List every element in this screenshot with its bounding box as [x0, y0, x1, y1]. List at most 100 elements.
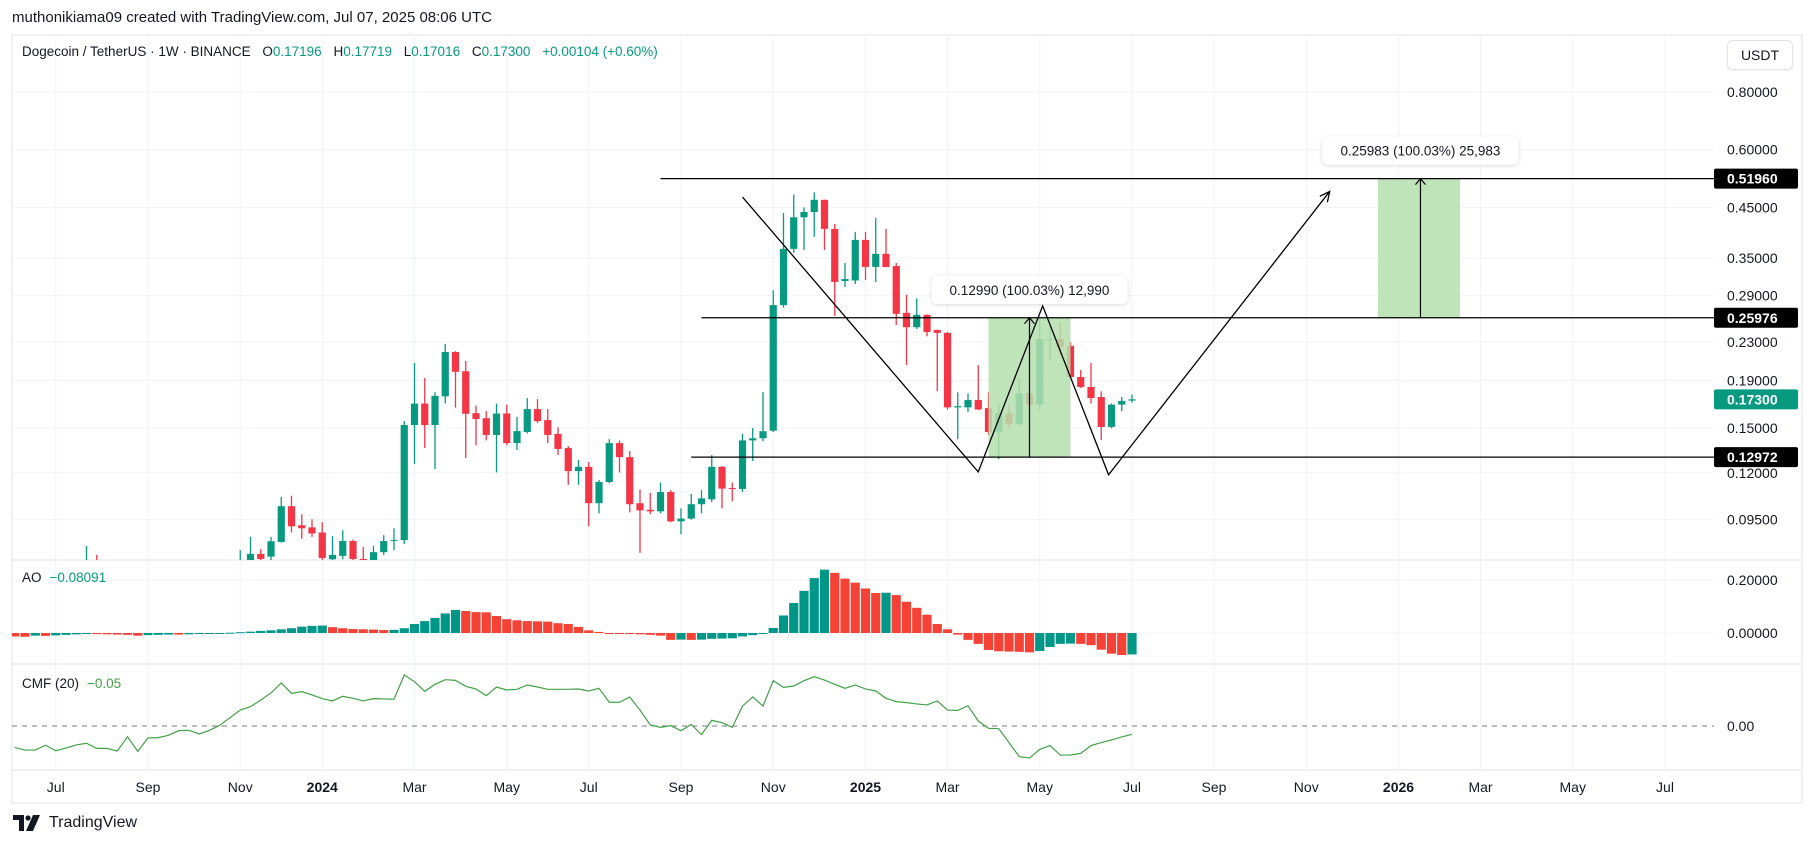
candle[interactable] — [574, 459, 583, 485]
candle[interactable] — [943, 331, 952, 410]
candle[interactable] — [749, 427, 757, 462]
ao-bar — [932, 623, 942, 633]
cmf-pane[interactable] — [12, 674, 1714, 759]
candle[interactable] — [400, 421, 408, 545]
candle[interactable] — [636, 489, 644, 553]
candle[interactable] — [441, 343, 449, 404]
candle[interactable] — [667, 490, 675, 523]
candle[interactable] — [492, 403, 501, 473]
candle[interactable] — [872, 218, 880, 282]
ao-bar — [215, 633, 225, 634]
candle[interactable] — [595, 479, 603, 514]
time-axis[interactable]: Jul Sep Nov 2024 Mar May Jul Sep Nov 2025 Mar May Ju… — [47, 779, 1674, 795]
candle[interactable] — [902, 294, 911, 365]
candle[interactable] — [257, 549, 265, 563]
candle[interactable] — [482, 411, 490, 441]
candle[interactable] — [1087, 363, 1095, 404]
candle[interactable] — [564, 446, 572, 485]
symbol-legend[interactable]: Dogecoin / TetherUS · 1W · BINANCE O0.17… — [22, 44, 658, 59]
candle[interactable] — [339, 530, 347, 560]
candle[interactable] — [421, 378, 429, 449]
candle[interactable] — [800, 207, 808, 250]
candle[interactable] — [349, 539, 357, 563]
candle[interactable] — [708, 455, 716, 503]
candle[interactable] — [841, 262, 849, 287]
candle[interactable] — [677, 508, 685, 535]
candle[interactable] — [277, 496, 285, 543]
candle[interactable] — [513, 417, 521, 451]
candle[interactable] — [656, 482, 665, 514]
cmf-legend[interactable]: CMF (20) −0.05 — [22, 676, 121, 691]
candle[interactable] — [308, 519, 316, 537]
candle[interactable] — [820, 199, 829, 250]
candle[interactable] — [390, 528, 398, 551]
candle[interactable] — [523, 398, 531, 434]
candle[interactable] — [646, 492, 654, 515]
candle[interactable] — [1077, 370, 1085, 389]
candle[interactable] — [759, 392, 767, 442]
candle[interactable] — [544, 409, 552, 444]
candle[interactable] — [1128, 394, 1136, 403]
candle[interactable] — [718, 466, 726, 509]
candle[interactable] — [738, 433, 747, 493]
candle[interactable] — [359, 546, 367, 564]
candle[interactable] — [697, 490, 706, 514]
candle[interactable] — [503, 404, 511, 446]
price-range-zone[interactable] — [1378, 178, 1460, 318]
candle[interactable] — [615, 440, 624, 473]
tradingview-logo-icon — [13, 815, 40, 831]
candle[interactable] — [851, 231, 859, 284]
candle[interactable] — [267, 536, 275, 561]
candle[interactable] — [533, 398, 542, 424]
ao-pane[interactable] — [10, 569, 1137, 655]
price-axis[interactable]: 0.80000 0.60000 0.45000 0.35000 0.29000 0.230… — [1714, 84, 1798, 734]
high-label: H — [333, 44, 344, 59]
candle[interactable] — [431, 392, 439, 469]
candle[interactable] — [369, 546, 378, 564]
candle[interactable] — [892, 262, 900, 325]
candle[interactable] — [328, 536, 337, 564]
symbol-name[interactable]: Dogecoin / TetherUS · 1W · BINANCE — [22, 44, 251, 59]
candle[interactable] — [954, 392, 962, 440]
ao-legend[interactable]: AO −0.08091 — [22, 570, 106, 585]
candle[interactable] — [964, 393, 972, 413]
candle[interactable] — [287, 495, 296, 533]
candle[interactable] — [1107, 403, 1116, 429]
candle[interactable] — [318, 522, 326, 564]
candle[interactable] — [462, 361, 470, 459]
candle[interactable] — [913, 298, 921, 330]
candle[interactable] — [554, 427, 562, 456]
candle[interactable] — [779, 212, 788, 308]
candle[interactable] — [626, 451, 634, 513]
candle-body — [349, 541, 357, 559]
candle[interactable] — [380, 535, 388, 555]
ao-label[interactable]: AO — [22, 570, 42, 585]
candle[interactable] — [585, 462, 593, 527]
candle[interactable] — [605, 439, 613, 484]
drawings-layer[interactable] — [660, 177, 1715, 477]
candle[interactable] — [810, 192, 818, 237]
candle[interactable] — [298, 514, 306, 539]
candle[interactable] — [974, 365, 982, 411]
candle[interactable] — [451, 351, 460, 408]
candle[interactable] — [933, 329, 941, 392]
candle[interactable] — [882, 228, 890, 268]
candle[interactable] — [728, 482, 736, 502]
candle[interactable] — [1118, 397, 1126, 412]
candle[interactable] — [790, 194, 798, 253]
price-tick-label: 0.23000 — [1727, 334, 1778, 350]
zigzag-projection-line[interactable] — [742, 191, 1331, 477]
candle[interactable] — [861, 231, 870, 280]
currency-button[interactable]: USDT — [1727, 40, 1793, 70]
candle[interactable] — [831, 223, 839, 316]
candle[interactable] — [410, 363, 419, 464]
candle[interactable] — [687, 493, 695, 520]
candle[interactable] — [1097, 391, 1105, 441]
cmf-line[interactable] — [14, 674, 1133, 759]
candle[interactable] — [769, 290, 777, 433]
candle[interactable] — [472, 405, 480, 446]
cmf-label[interactable]: CMF (20) — [22, 676, 79, 691]
tradingview-logo[interactable]: TradingView — [13, 814, 137, 832]
candle[interactable] — [246, 536, 255, 565]
